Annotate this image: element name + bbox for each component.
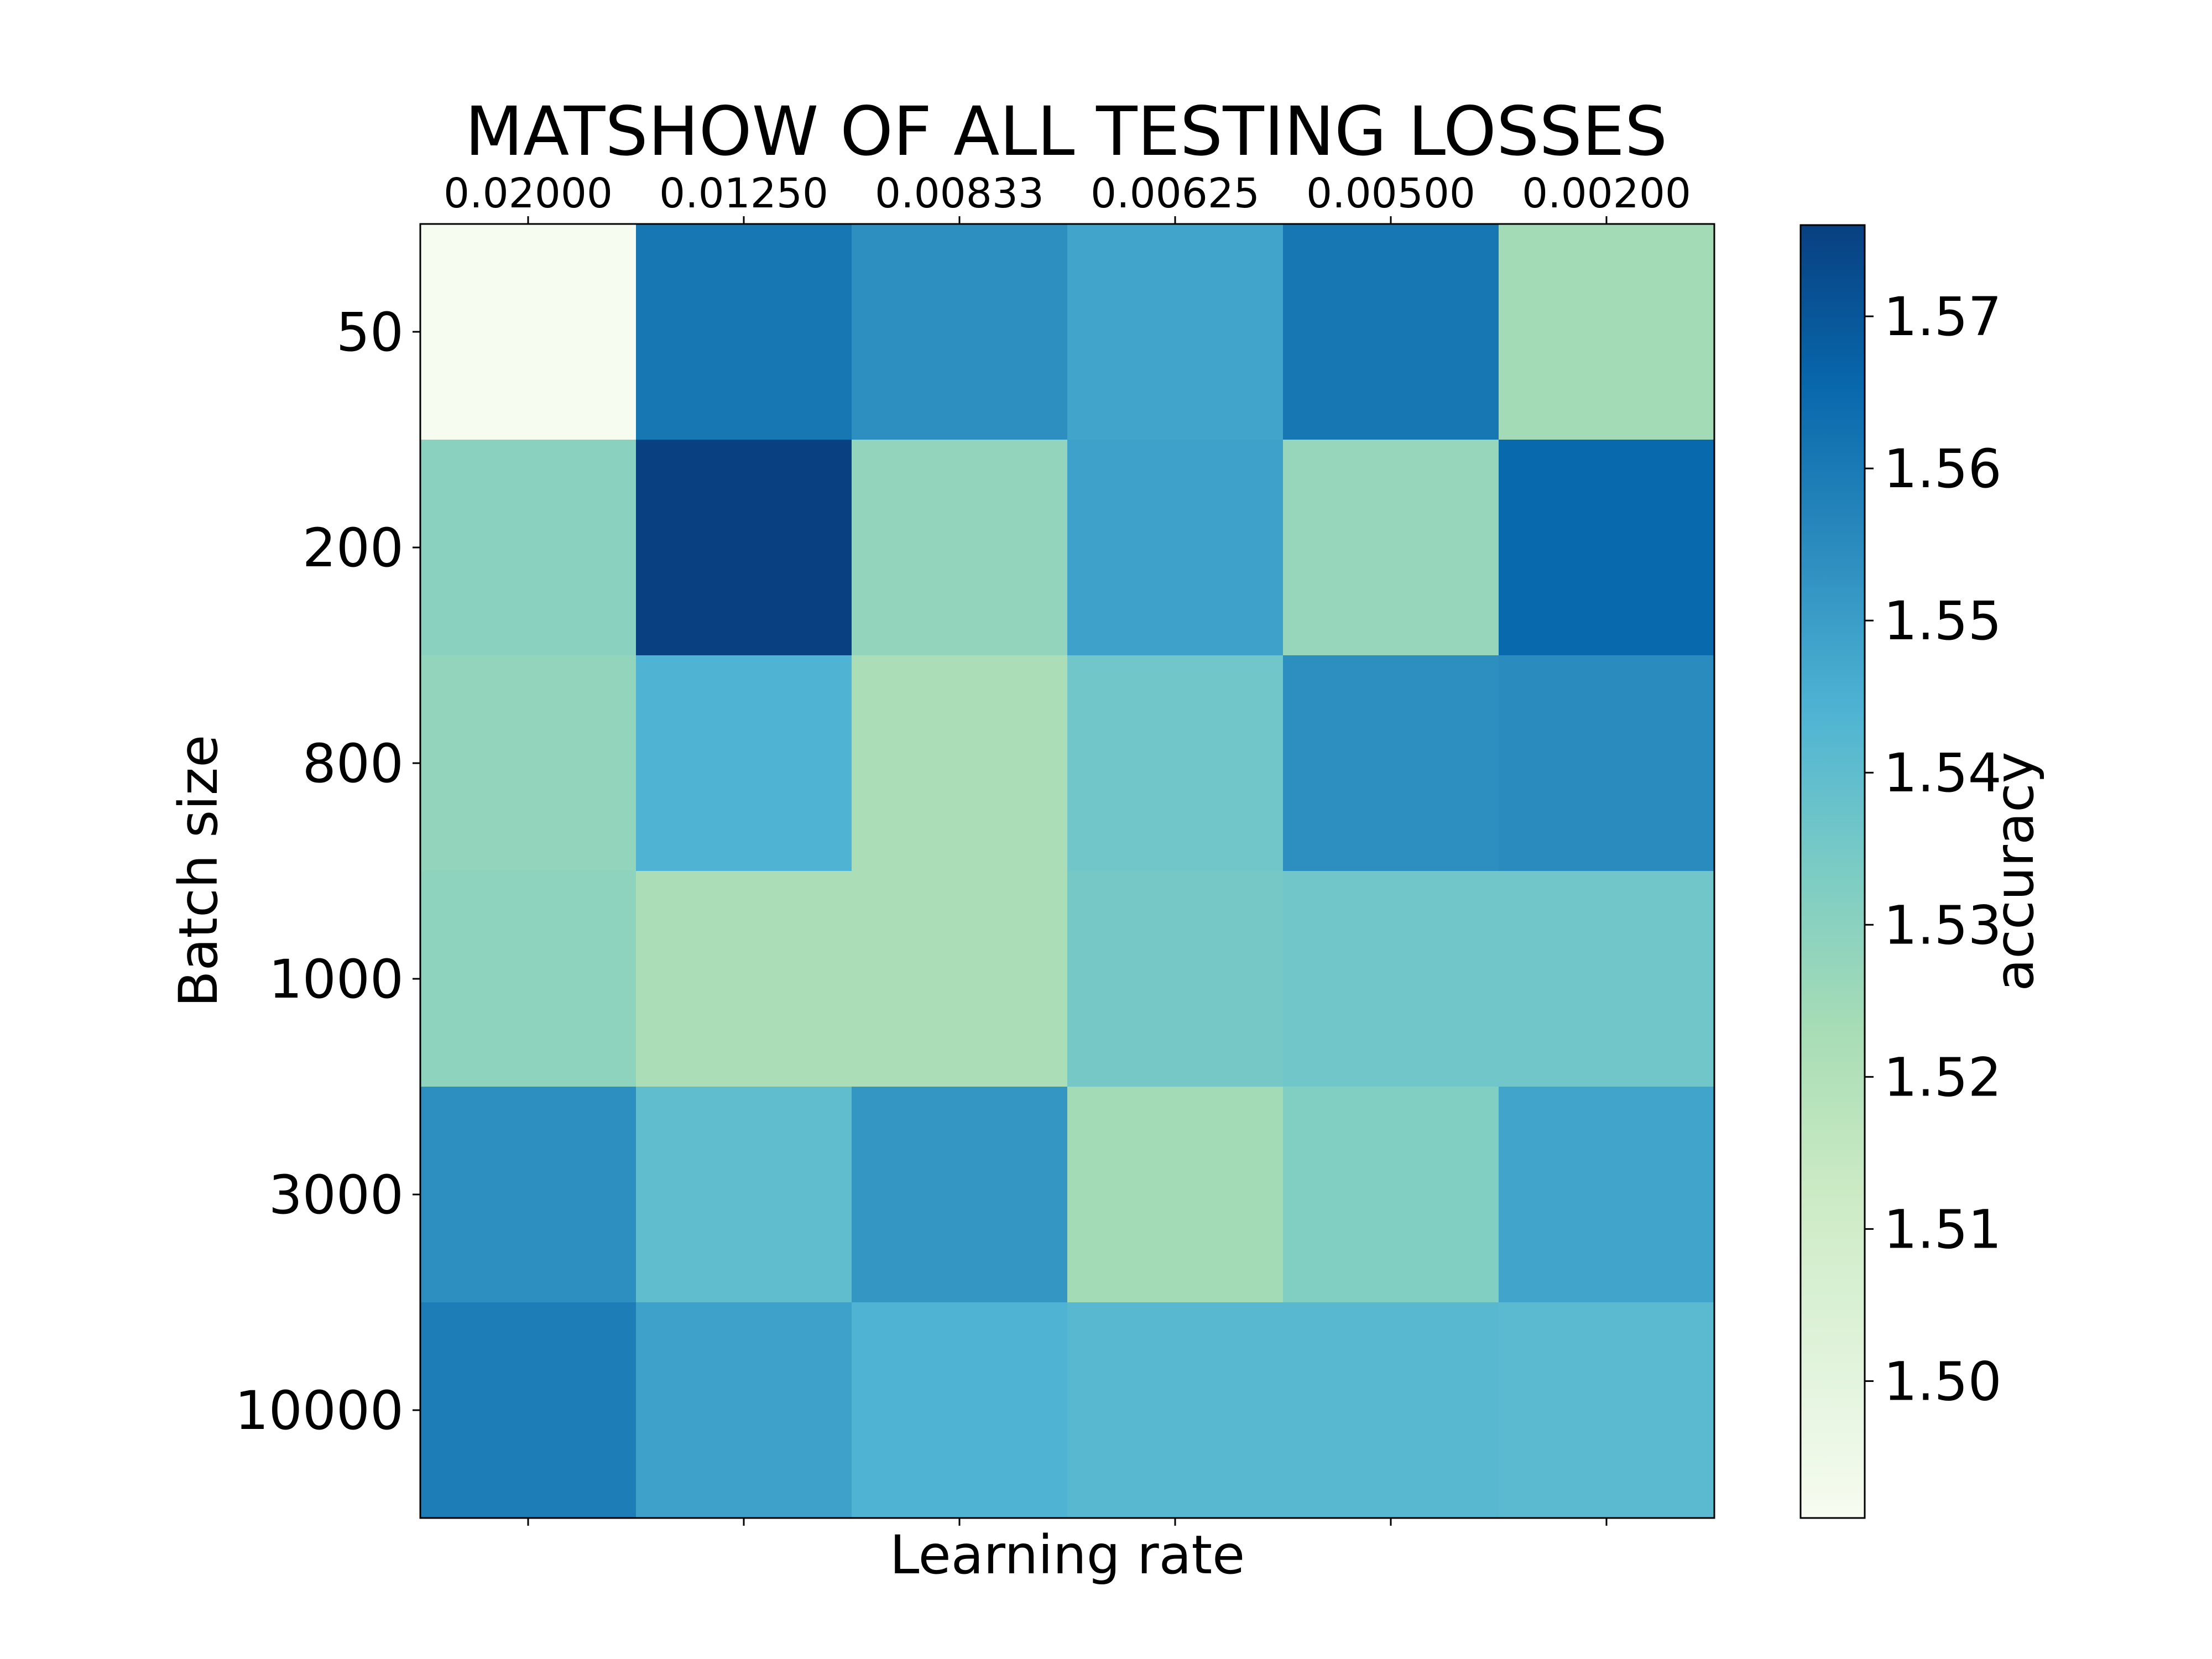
colorbar-tick-label: 1.55: [1884, 590, 2002, 652]
x-tick-label: 0.02000: [444, 170, 613, 217]
colorbar: [1799, 224, 1866, 1519]
heatmap-cell: [1283, 655, 1499, 872]
heatmap-cell: [420, 1302, 637, 1519]
heatmap-cell: [420, 1087, 637, 1303]
heatmap-cell: [852, 1302, 1068, 1519]
y-tick-label: 1000: [269, 948, 404, 1010]
colorbar-tick-labels: 1.50 1.51 1.52 1.53 1.54 1.55 1.56 1.57: [1865, 286, 2002, 1412]
x-tick-labels: 0.02000 0.01250 0.00833 0.00625 0.00500 0.002…: [444, 170, 1691, 1526]
heatmap-cell: [1283, 224, 1499, 440]
plot-frame: [419, 223, 1715, 1519]
colorbar-tick-label: 1.54: [1884, 742, 2002, 804]
x-tick-label: 0.01250: [659, 170, 828, 217]
heatmap-cell: [1067, 655, 1284, 872]
colorbar-tick-label: 1.53: [1884, 894, 2002, 956]
heatmap-cell: [636, 224, 852, 440]
heatmap-cell: [1499, 224, 1715, 440]
heatmap-cell: [1067, 1302, 1284, 1519]
y-axis-label: Batch size: [168, 735, 229, 1008]
colorbar-tick-label: 1.50: [1884, 1350, 2002, 1412]
heatmap-cell: [1499, 871, 1715, 1087]
heatmap-cells: [420, 224, 1715, 1519]
heatmap-cell: [1067, 224, 1284, 440]
x-tick-label: 0.00833: [875, 170, 1044, 217]
heatmap-cell: [1067, 1087, 1284, 1303]
heatmap-cell: [420, 440, 637, 656]
y-tick-labels: 50 200 800 1000 3000 10000: [235, 301, 420, 1442]
colorbar-tick-label: 1.56: [1884, 438, 2002, 500]
heatmap-cell: [1499, 440, 1715, 656]
y-tick-label: 10000: [235, 1380, 404, 1442]
colorbar-tick-label: 1.57: [1884, 286, 2002, 348]
heatmap-cell: [852, 655, 1068, 872]
heatmap-cell: [420, 224, 637, 440]
heatmap-cell: [420, 655, 637, 872]
heatmap-cell: [852, 871, 1068, 1087]
y-tick-label: 50: [336, 301, 404, 363]
colorbar-tick-label: 1.51: [1884, 1198, 2002, 1260]
x-tick-label: 0.00625: [1091, 170, 1260, 217]
x-axis-label: Learning rate: [890, 1524, 1245, 1586]
heatmap-cell: [636, 1302, 852, 1519]
heatmap-cell: [852, 440, 1068, 656]
colorbar-tick-label: 1.52: [1884, 1046, 2002, 1108]
heatmap-cell: [1283, 1302, 1499, 1519]
heatmap-cell: [636, 440, 852, 656]
heatmap-cell: [852, 1087, 1068, 1303]
heatmap-cell: [1499, 1302, 1715, 1519]
heatmap-cell: [1283, 440, 1499, 656]
heatmap-cell: [1067, 440, 1284, 656]
heatmap-cell: [420, 871, 637, 1087]
y-tick-label: 200: [302, 517, 404, 579]
heatmap-cell: [636, 871, 852, 1087]
x-tick-label: 0.00200: [1522, 170, 1691, 217]
heatmap-cell: [1499, 655, 1715, 872]
heatmap-cell: [1499, 1087, 1715, 1303]
colorbar-label: accuracy: [1984, 752, 2046, 991]
heatmap-cell: [636, 1087, 852, 1303]
heatmap-cell: [1283, 1087, 1499, 1303]
y-tick-label: 800: [302, 733, 404, 795]
chart-title: MATSHOW OF ALL TESTING LOSSES: [465, 92, 1668, 171]
heatmap-cell: [1067, 871, 1284, 1087]
heatmap-cell: [1283, 871, 1499, 1087]
y-tick-label: 3000: [269, 1164, 404, 1226]
heatmap-cell: [852, 224, 1068, 440]
x-tick-label: 0.00500: [1306, 170, 1475, 217]
heatmap-cell: [636, 655, 852, 872]
